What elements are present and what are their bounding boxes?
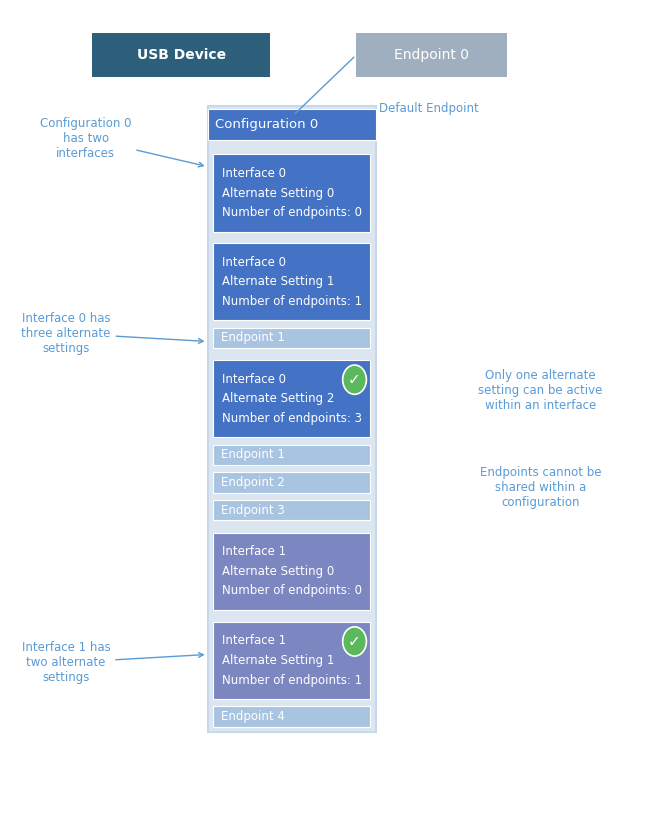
Text: Endpoint 3: Endpoint 3 xyxy=(221,504,285,516)
Text: Interface 1 has
two alternate
settings: Interface 1 has two alternate settings xyxy=(22,641,203,684)
Text: ✓: ✓ xyxy=(348,634,361,649)
Text: Interface 0: Interface 0 xyxy=(222,372,286,385)
Text: Alternate Setting 0: Alternate Setting 0 xyxy=(222,565,334,577)
Text: Interface 1: Interface 1 xyxy=(222,545,286,558)
FancyBboxPatch shape xyxy=(213,445,370,465)
Text: Alternate Setting 2: Alternate Setting 2 xyxy=(222,393,335,405)
Circle shape xyxy=(343,627,366,656)
Text: Number of endpoints: 3: Number of endpoints: 3 xyxy=(222,412,362,425)
FancyBboxPatch shape xyxy=(213,243,370,320)
Text: Interface 0 has
three alternate
settings: Interface 0 has three alternate settings xyxy=(21,312,203,354)
Text: Interface 1: Interface 1 xyxy=(222,634,286,647)
FancyBboxPatch shape xyxy=(213,500,370,520)
Text: Alternate Setting 0: Alternate Setting 0 xyxy=(222,187,334,199)
FancyBboxPatch shape xyxy=(356,33,507,77)
FancyBboxPatch shape xyxy=(213,360,370,437)
FancyBboxPatch shape xyxy=(213,706,370,727)
Text: USB Device: USB Device xyxy=(136,48,226,62)
Text: Interface 0: Interface 0 xyxy=(222,167,286,180)
Text: Endpoint 4: Endpoint 4 xyxy=(221,711,285,723)
Text: Configuration 0
has two
interfaces: Configuration 0 has two interfaces xyxy=(40,117,204,167)
FancyBboxPatch shape xyxy=(213,328,370,348)
Text: Endpoints cannot be
shared within a
configuration: Endpoints cannot be shared within a conf… xyxy=(480,467,601,509)
FancyBboxPatch shape xyxy=(92,33,270,77)
Text: Alternate Setting 1: Alternate Setting 1 xyxy=(222,276,335,288)
Text: Only one alternate
setting can be active
within an interface: Only one alternate setting can be active… xyxy=(478,369,602,411)
Text: Number of endpoints: 1: Number of endpoints: 1 xyxy=(222,674,362,687)
Text: Configuration 0: Configuration 0 xyxy=(215,118,319,131)
FancyBboxPatch shape xyxy=(208,109,376,140)
FancyBboxPatch shape xyxy=(208,106,376,732)
Text: Endpoint 0: Endpoint 0 xyxy=(394,48,469,62)
Text: ✓: ✓ xyxy=(348,372,361,387)
FancyBboxPatch shape xyxy=(213,622,370,699)
Text: Alternate Setting 1: Alternate Setting 1 xyxy=(222,654,335,667)
Text: Number of endpoints: 0: Number of endpoints: 0 xyxy=(222,585,362,598)
Text: Endpoint 1: Endpoint 1 xyxy=(221,449,285,461)
Text: Endpoint 1: Endpoint 1 xyxy=(221,332,285,344)
Text: Number of endpoints: 0: Number of endpoints: 0 xyxy=(222,207,362,220)
FancyBboxPatch shape xyxy=(213,154,370,232)
Text: Default Endpoint: Default Endpoint xyxy=(379,102,478,115)
Circle shape xyxy=(343,365,366,394)
Text: Endpoint 2: Endpoint 2 xyxy=(221,476,285,489)
FancyBboxPatch shape xyxy=(213,472,370,493)
Text: Interface 0: Interface 0 xyxy=(222,255,286,268)
Text: Number of endpoints: 1: Number of endpoints: 1 xyxy=(222,295,362,308)
FancyBboxPatch shape xyxy=(213,533,370,610)
